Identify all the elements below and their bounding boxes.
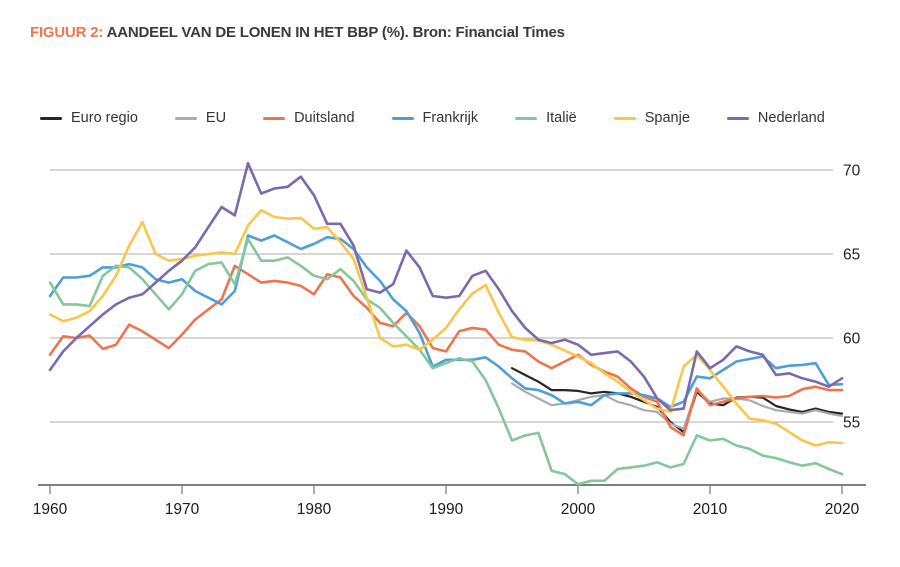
x-tick-label-1980: 1980: [297, 501, 332, 518]
legend-item-italië: Italië: [515, 110, 577, 126]
legend-label: Duitsland: [294, 110, 355, 126]
legend-label: Spanje: [644, 110, 690, 126]
legend-label: Euro regio: [71, 110, 138, 126]
legend-swatch: [726, 116, 749, 120]
legend-swatch: [515, 116, 538, 120]
y-tick-label-65: 65: [843, 247, 860, 264]
legend-label: Nederland: [757, 110, 825, 126]
series-line-spanje: [48, 209, 844, 447]
y-tick-label-70: 70: [843, 163, 861, 180]
figure-title-text: AANDEEL VAN DE LONEN IN HET BBP (%). Bro…: [103, 24, 565, 41]
legend-swatch: [40, 116, 62, 120]
legend-label: Frankrijk: [422, 110, 479, 126]
x-tick-label-1970: 1970: [165, 501, 200, 518]
series-line-duitsland: [48, 264, 844, 437]
legend-item-euro-regio: Euro regio: [40, 110, 138, 126]
figure-title: FIGUUR 2: AANDEEL VAN DE LONEN IN HET BB…: [30, 24, 565, 41]
legend-item-eu: EU: [174, 110, 227, 126]
series-line-frankrijk: [48, 234, 844, 409]
legend-swatch: [391, 116, 414, 120]
legend-swatch: [263, 116, 286, 120]
x-tick-label-1990: 1990: [429, 501, 464, 518]
figure-number: FIGUUR 2:: [30, 24, 104, 41]
legend-label: Italië: [546, 110, 577, 126]
legend-item-nederland: Nederland: [726, 110, 825, 126]
legend-item-frankrijk: Frankrijk: [391, 110, 479, 126]
legend-label: EU: [205, 110, 227, 126]
series-line-italië: [48, 237, 844, 486]
legend-swatch: [174, 116, 197, 120]
y-tick-label-60: 60: [843, 331, 861, 348]
y-tick-label-55: 55: [843, 415, 860, 432]
x-tick-label-2010: 2010: [693, 501, 728, 518]
series-line-nederland: [48, 162, 844, 412]
legend-swatch: [613, 116, 636, 120]
legend-item-spanje: Spanje: [613, 110, 690, 126]
x-tick-label-2020: 2020: [825, 501, 860, 518]
legend-item-duitsland: Duitsland: [263, 110, 355, 126]
x-tick-label-1960: 1960: [33, 501, 68, 518]
x-tick-label-2000: 2000: [561, 501, 596, 518]
legend: Euro regio EU Duitsland Frankrijk Italië Span…: [40, 110, 825, 126]
